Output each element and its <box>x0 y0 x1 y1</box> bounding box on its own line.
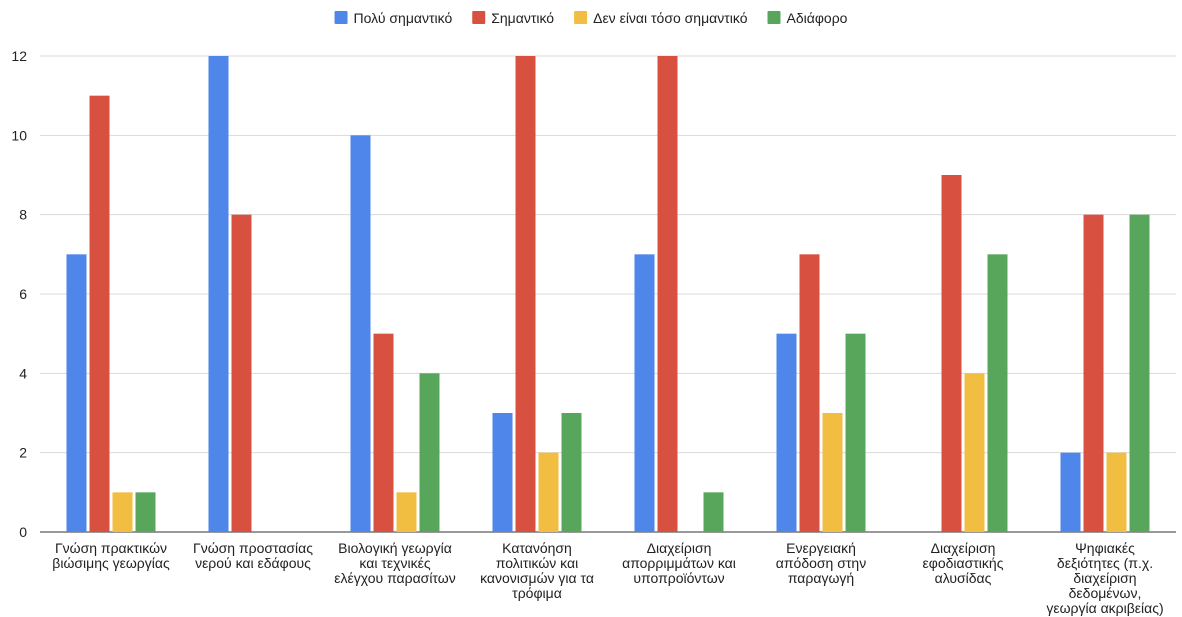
bar <box>66 254 87 533</box>
legend-label: Αδιάφορο <box>787 10 848 26</box>
bar <box>350 135 371 533</box>
bar <box>964 373 985 532</box>
y-axis: 0 2 4 6 8 10 12 <box>11 48 27 540</box>
bar <box>492 413 513 532</box>
legend-swatch <box>574 11 588 24</box>
bar <box>396 492 417 532</box>
bar <box>1060 452 1081 532</box>
bar <box>135 492 156 532</box>
bar <box>112 492 133 532</box>
y-tick-label: 2 <box>19 445 27 461</box>
bar <box>1083 214 1104 532</box>
legend-item[interactable]: Αδιάφορο <box>767 10 848 26</box>
bar <box>1106 452 1127 532</box>
bar <box>1129 214 1150 532</box>
bar <box>419 373 440 532</box>
y-tick-label: 12 <box>11 48 27 64</box>
x-axis: Γνώση πρακτικών βιώσιμης γεωργίας Γνώση πρ… <box>52 540 1163 616</box>
legend-item[interactable]: Σημαντικό <box>472 10 554 26</box>
x-category-label: Κατανόηση πολιτικών και κανονισμών για τα τ… <box>480 540 594 601</box>
x-category-label: Βιολογική γεωργία και τεχνικές ελέγχου παρ… <box>334 540 455 586</box>
x-category-label: Διαχείριση εφοδιαστικής αλυσίδας <box>923 540 1004 586</box>
bar <box>776 333 797 532</box>
y-tick-label: 10 <box>11 127 27 143</box>
x-category-label: Γνώση προστασίας νερού και εδάφους <box>193 540 313 571</box>
y-tick-label: 8 <box>19 207 27 223</box>
y-tick-label: 6 <box>19 286 27 302</box>
bar <box>373 333 394 532</box>
bar <box>515 56 536 532</box>
bar <box>89 95 110 533</box>
legend-item[interactable]: Πολύ σημαντικό <box>334 10 453 26</box>
bar <box>987 254 1008 533</box>
bar <box>561 413 582 532</box>
y-tick-label: 0 <box>19 524 27 540</box>
legend-label: Δεν είναι τόσο σημαντικό <box>593 10 748 26</box>
bar <box>538 452 559 532</box>
legend-swatch <box>472 11 486 24</box>
bar <box>941 175 962 532</box>
bar <box>231 214 252 532</box>
legend-label: Πολύ σημαντικό <box>354 10 453 26</box>
legend-swatch <box>334 11 348 24</box>
bar <box>208 56 229 532</box>
x-category-label: Ενεργειακή απόδοση στην παραγωγή <box>776 540 866 586</box>
chart-bars <box>66 56 1150 533</box>
legend-swatch <box>767 11 781 24</box>
chart-legend: Πολύ σημαντικό Σημαντικό Δεν είναι τόσο ση… <box>334 10 848 26</box>
x-category-label: Ψηφιακές δεξιότητες (π.χ. διαχείριση δεδομέ… <box>1046 540 1163 616</box>
legend-item[interactable]: Δεν είναι τόσο σημαντικό <box>574 10 748 26</box>
bar <box>822 413 843 532</box>
bar <box>799 254 820 533</box>
legend-label: Σημαντικό <box>491 10 554 26</box>
bar <box>845 333 866 532</box>
bar <box>657 56 678 532</box>
bar <box>634 254 655 533</box>
x-category-label: Γνώση πρακτικών βιώσιμης γεωργίας <box>52 540 170 571</box>
chart-grid <box>40 55 1176 533</box>
x-category-label: Διαχείριση απορριμμάτων και υποπροϊόντων <box>622 540 736 586</box>
y-tick-label: 4 <box>19 365 27 381</box>
bar <box>703 492 724 532</box>
